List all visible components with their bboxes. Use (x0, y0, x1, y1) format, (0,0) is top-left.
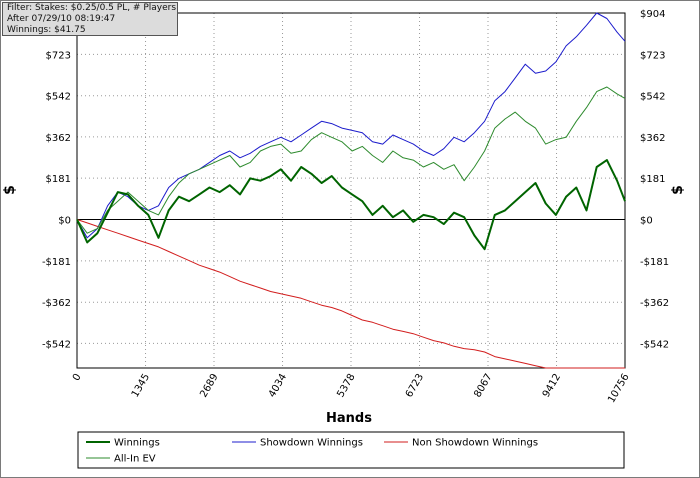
series-line-non-showdown-winnings (76, 219, 625, 369)
y-tick-label-right: $904 (640, 9, 665, 20)
y-tick-label-right: $542 (640, 92, 665, 103)
y-axis-label-right: $ (670, 185, 686, 195)
y-tick-label-left: -$362 (42, 298, 71, 309)
x-tick-label: 9412 (541, 372, 563, 400)
y-tick-label-right: $723 (640, 50, 665, 61)
y-tick-label-left: -$542 (42, 339, 71, 350)
y-tick-label-left: $0 (58, 216, 71, 227)
y-tick-label-left: -$181 (42, 257, 71, 268)
series-line-showdown-winnings (76, 12, 626, 239)
legend: Winnings Showdown Winnings Non Showdown Wi… (86, 438, 538, 465)
legend-box (77, 431, 625, 469)
series-line-all-in-ev (76, 86, 626, 234)
x-tick-label: 2689 (198, 372, 220, 400)
legend-label: All-In EV (114, 454, 156, 465)
winnings-line: Winnings: $41.75 (7, 25, 86, 35)
y-tick-label-left: $723 (46, 50, 71, 61)
x-tick-label: 10756 (606, 372, 631, 405)
y-axis-right: $904 $723 $542 $362 $181 $0 -$181 -$362 -$542 (640, 9, 669, 350)
legend-label: Non Showdown Winnings (412, 438, 538, 449)
legend-label: Winnings (114, 438, 160, 449)
y-tick-label-left: $542 (46, 92, 71, 103)
y-axis-label-left: $ (2, 185, 18, 195)
y-tick-label-left: $362 (46, 133, 71, 144)
x-tick-label: 5378 (335, 372, 357, 400)
y-axis-left: $904$723$542$362$181$0-$181-$362-$542 (42, 9, 71, 350)
x-axis-label: Hands (326, 411, 372, 426)
legend-label: Showdown Winnings (260, 438, 363, 449)
y-tick-label-right: $0 (640, 216, 653, 227)
filter-line: Filter: Stakes: $0.25/0.5 PL, # Players (7, 3, 177, 13)
x-tick-label: 8067 (472, 372, 494, 400)
x-tick-label: 1345 (130, 372, 152, 400)
y-tick-label-right: $362 (640, 133, 665, 144)
y-tick-label-right: -$542 (640, 339, 669, 350)
y-tick-label-right: -$362 (640, 298, 669, 309)
y-tick-label-left: $181 (46, 174, 71, 185)
x-axis: 0 1345 2689 4034 5378 6723 8067 9412 10756 (71, 372, 632, 405)
date-line: After 07/29/10 08:19:47 (7, 14, 116, 24)
y-tick-label-right: $181 (640, 174, 665, 185)
series-group (76, 12, 626, 369)
filter-info-box: Filter: Stakes: $0.25/0.5 PL, # Players … (2, 2, 178, 36)
plot-area (76, 12, 626, 369)
x-tick-label: 6723 (404, 372, 426, 400)
x-tick-label: 4034 (267, 372, 289, 400)
series-line-winnings (76, 159, 626, 251)
y-tick-label-right: -$181 (640, 257, 669, 268)
x-tick-label: 0 (71, 372, 84, 383)
